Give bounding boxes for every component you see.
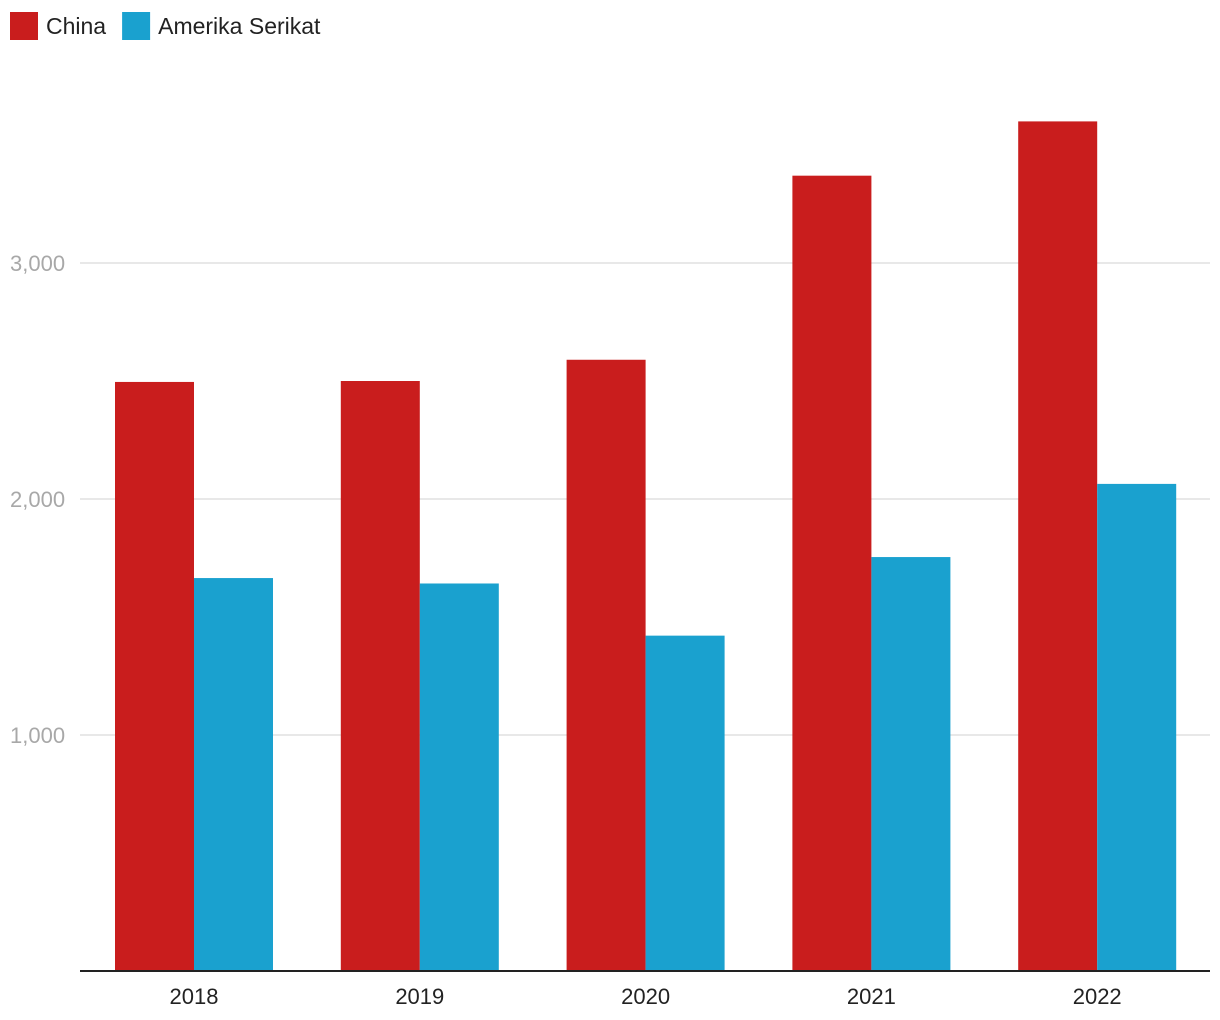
x-tick-label-2018: 2018 — [170, 984, 219, 1009]
y-tick-label-0: 1,000 — [10, 723, 65, 748]
legend-swatch-0 — [10, 12, 38, 40]
x-tick-label-2022: 2022 — [1073, 984, 1122, 1009]
legend-label-1: Amerika Serikat — [158, 13, 321, 39]
x-tick-label-2020: 2020 — [621, 984, 670, 1009]
bars — [115, 121, 1177, 972]
bar-amerika-serikat-2022 — [1097, 483, 1177, 971]
y-tick-label-1: 2,000 — [10, 487, 65, 512]
legend-swatch-1 — [122, 12, 151, 40]
y-axis-ticks: 1,000 2,000 3,000 — [10, 251, 65, 748]
bar-amerika-serikat-2021 — [871, 557, 951, 971]
legend-label-0: China — [46, 13, 106, 39]
x-tick-label-2019: 2019 — [395, 984, 444, 1009]
legend: China Amerika Serikat — [10, 12, 321, 40]
bar-amerika-serikat-2020 — [645, 635, 725, 971]
bar-amerika-serikat-2019 — [419, 583, 499, 971]
bar-china-2021 — [792, 175, 872, 971]
bar-china-2022 — [1018, 121, 1098, 971]
y-tick-label-2: 3,000 — [10, 251, 65, 276]
bar-china-2018 — [115, 381, 194, 972]
x-axis-ticks: 2018 2019 2020 2021 2022 — [170, 984, 1122, 1009]
bar-china-2019 — [340, 381, 420, 971]
x-tick-label-2021: 2021 — [847, 984, 896, 1009]
bar-amerika-serikat-2018 — [194, 578, 273, 971]
bar-china-2020 — [566, 359, 646, 971]
